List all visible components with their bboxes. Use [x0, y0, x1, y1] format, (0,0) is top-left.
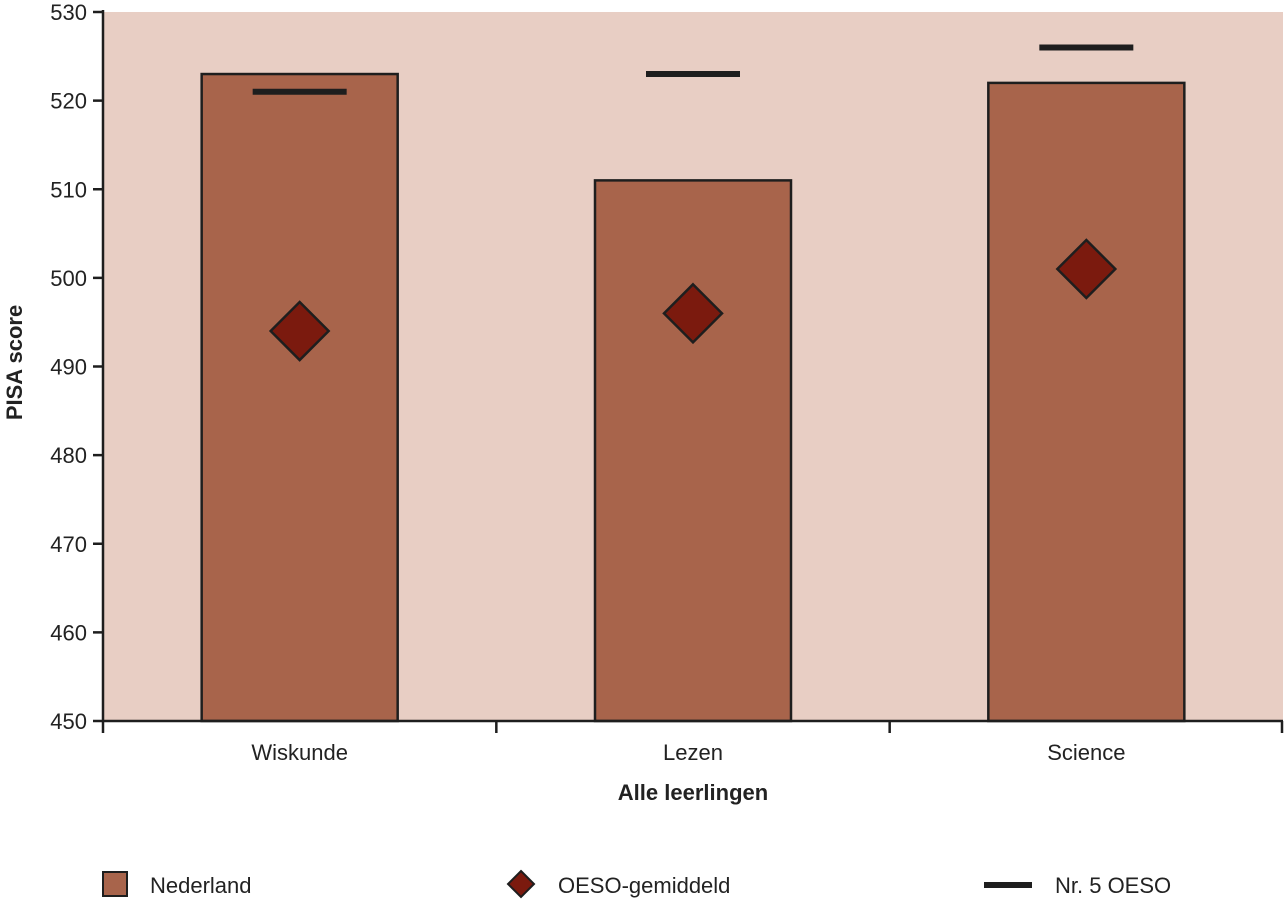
bar-wiskunde [200, 72, 399, 723]
y-tick-label-470: 470 [50, 532, 87, 557]
axes-layer [93, 10, 1284, 733]
y-tick-label-500: 500 [50, 266, 87, 291]
bar-lezen [593, 179, 793, 723]
legend: Nederland OESO-gemiddeld Nr. 5 OESO [102, 869, 1171, 899]
y-tick-label-490: 490 [50, 355, 87, 380]
diamond-marker-wiskunde [268, 300, 331, 362]
legend-label-oeso-gemiddeld: OESO-gemiddeld [558, 873, 730, 898]
legend-swatch-nederland [102, 871, 128, 897]
y-tick-label-450: 450 [50, 709, 87, 734]
y-tick-label-480: 480 [50, 443, 87, 468]
diamond-marker-lezen [662, 282, 724, 345]
x-tick-label-wiskunde: Wiskunde [251, 740, 348, 765]
y-tick-label-460: 460 [50, 620, 87, 645]
y-axis-title: PISA score [2, 305, 27, 420]
legend-label-nr5-oeso: Nr. 5 OESO [1055, 873, 1171, 898]
x-axis-title: Alle leerlingen [618, 780, 768, 805]
legend-swatch-oeso-gemiddeld [506, 869, 536, 899]
y-tick-label-510: 510 [50, 177, 87, 202]
ticks-layer: Wiskunde Lezen Science 450 460 470 480 490 500 51… [50, 0, 1125, 765]
y-tick-label-530: 530 [50, 0, 87, 25]
markers-layer [252, 44, 1134, 362]
legend-label-nederland: Nederland [150, 873, 252, 898]
x-tick-label-lezen: Lezen [663, 740, 723, 765]
y-tick-label-520: 520 [50, 89, 87, 114]
x-tick-label-science: Science [1047, 740, 1125, 765]
bars-layer [200, 72, 1186, 723]
bar-science [987, 81, 1186, 723]
diamond-marker-science [1055, 238, 1118, 300]
